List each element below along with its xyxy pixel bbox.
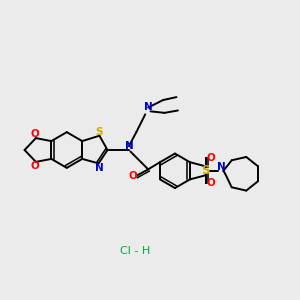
Text: N: N xyxy=(124,141,133,151)
Text: S: S xyxy=(96,127,103,137)
Text: S: S xyxy=(201,164,210,177)
Text: O: O xyxy=(206,178,215,188)
Text: O: O xyxy=(31,129,40,139)
Text: O: O xyxy=(31,161,40,171)
Text: Cl - H: Cl - H xyxy=(120,246,150,256)
Text: N: N xyxy=(144,103,153,112)
Text: O: O xyxy=(128,171,137,181)
Text: O: O xyxy=(206,153,215,163)
Text: N: N xyxy=(95,163,103,172)
Text: N: N xyxy=(217,162,225,172)
